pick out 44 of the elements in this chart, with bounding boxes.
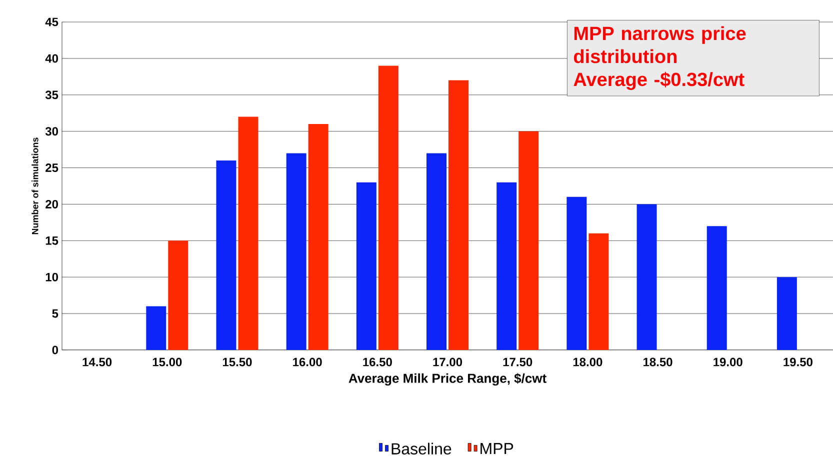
bar [588, 233, 609, 350]
y-tick-label: 20 [46, 200, 58, 208]
x-tick-label: 17.00 [433, 358, 462, 366]
x-tick-label: 16.00 [293, 358, 322, 366]
annotation: MPP narrows price distribution [574, 26, 746, 64]
y-tick-label: 35 [45, 90, 58, 100]
x-tick-label: 15.00 [152, 358, 182, 366]
bar [216, 160, 236, 350]
x-tick-label: 18.50 [644, 358, 672, 366]
y-tick-label: 45 [45, 18, 58, 26]
bar [496, 182, 517, 350]
legend-label: Baseline [392, 442, 452, 454]
x-tick-label: 18.00 [573, 358, 602, 366]
bar [636, 204, 657, 350]
bar [378, 66, 398, 350]
y-tick-label: 30 [45, 127, 58, 136]
x-tick-label: 17.50 [503, 358, 532, 366]
y-tick-label: 25 [46, 164, 58, 172]
bar [286, 153, 306, 350]
bar [706, 226, 727, 350]
x-axis-title: Average Milk Price Range, $/cwt [348, 373, 546, 386]
bar [146, 306, 166, 350]
x-tick-label: 15.50 [222, 358, 252, 366]
bar [518, 131, 539, 350]
legend-label: MPP [480, 443, 514, 454]
x-tick-label: 16.50 [363, 358, 392, 366]
y-tick-label: 10 [46, 272, 58, 282]
bar [356, 182, 376, 350]
y-tick-label: 5 [52, 309, 58, 318]
bar [168, 240, 188, 350]
bar [448, 80, 468, 350]
x-tick-label: 14.50 [82, 358, 112, 366]
bar [566, 196, 587, 350]
x-tick-label: 19.00 [714, 358, 742, 366]
bar [308, 124, 328, 350]
y-tick-label: 15 [46, 236, 58, 245]
y-axis-title: Number of simulations [32, 138, 38, 234]
x-tick-label: 19.50 [784, 358, 812, 366]
bar [776, 277, 797, 350]
y-tick-label: 0 [52, 346, 58, 354]
bar [238, 116, 258, 350]
y-tick-label: 40 [45, 54, 58, 63]
annotation: Average -$0.33/cwt [574, 72, 744, 90]
bar [426, 153, 446, 350]
